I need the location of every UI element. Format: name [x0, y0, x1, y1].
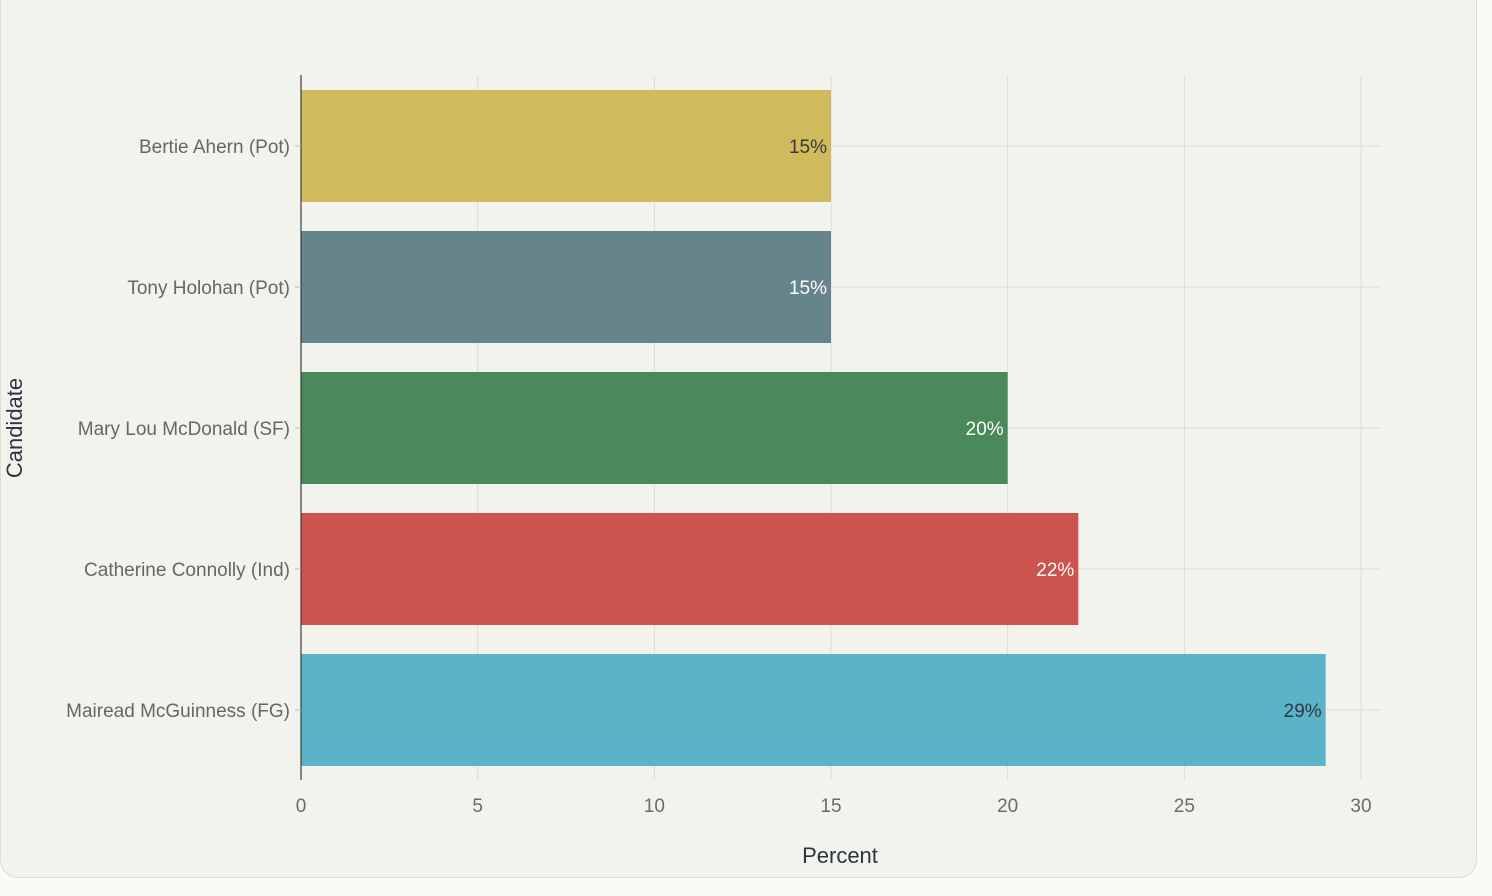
- data-label: 20%: [966, 419, 1004, 440]
- data-label: 22%: [1036, 560, 1074, 581]
- category-labels: Bertie Ahern (Pot) Tony Holohan (Pot) Mary…: [66, 137, 301, 722]
- y-axis-title: Candidate: [2, 378, 27, 478]
- bars: [301, 90, 1326, 766]
- bar: [301, 513, 1079, 625]
- data-label: 15%: [789, 137, 827, 158]
- x-tick-label: 30: [1350, 796, 1371, 817]
- data-label: 15%: [789, 278, 827, 299]
- category-label: Catherine Connolly (Ind): [84, 560, 290, 581]
- category-label: Mary Lou McDonald (SF): [78, 419, 290, 440]
- x-tick-label: 0: [296, 796, 307, 817]
- x-tick-label: 20: [997, 796, 1018, 817]
- data-label: 29%: [1284, 701, 1322, 722]
- bar: [301, 90, 831, 202]
- bar: [301, 231, 831, 343]
- x-tick-label: 15: [820, 796, 841, 817]
- category-label: Bertie Ahern (Pot): [139, 137, 290, 158]
- category-label: Tony Holohan (Pot): [127, 278, 290, 299]
- category-label: Mairead McGuinness (FG): [66, 701, 290, 722]
- bar: [301, 372, 1008, 484]
- x-tick-label: 25: [1174, 796, 1195, 817]
- data-labels: 15% 15% 20% 22% 29%: [789, 137, 1322, 722]
- x-tick-label: 10: [644, 796, 665, 817]
- bar: [301, 654, 1326, 766]
- x-axis-title: Percent: [802, 843, 878, 868]
- x-tick-labels: 0 5 10 15 20 25 30: [296, 796, 1372, 817]
- x-tick-label: 5: [472, 796, 483, 817]
